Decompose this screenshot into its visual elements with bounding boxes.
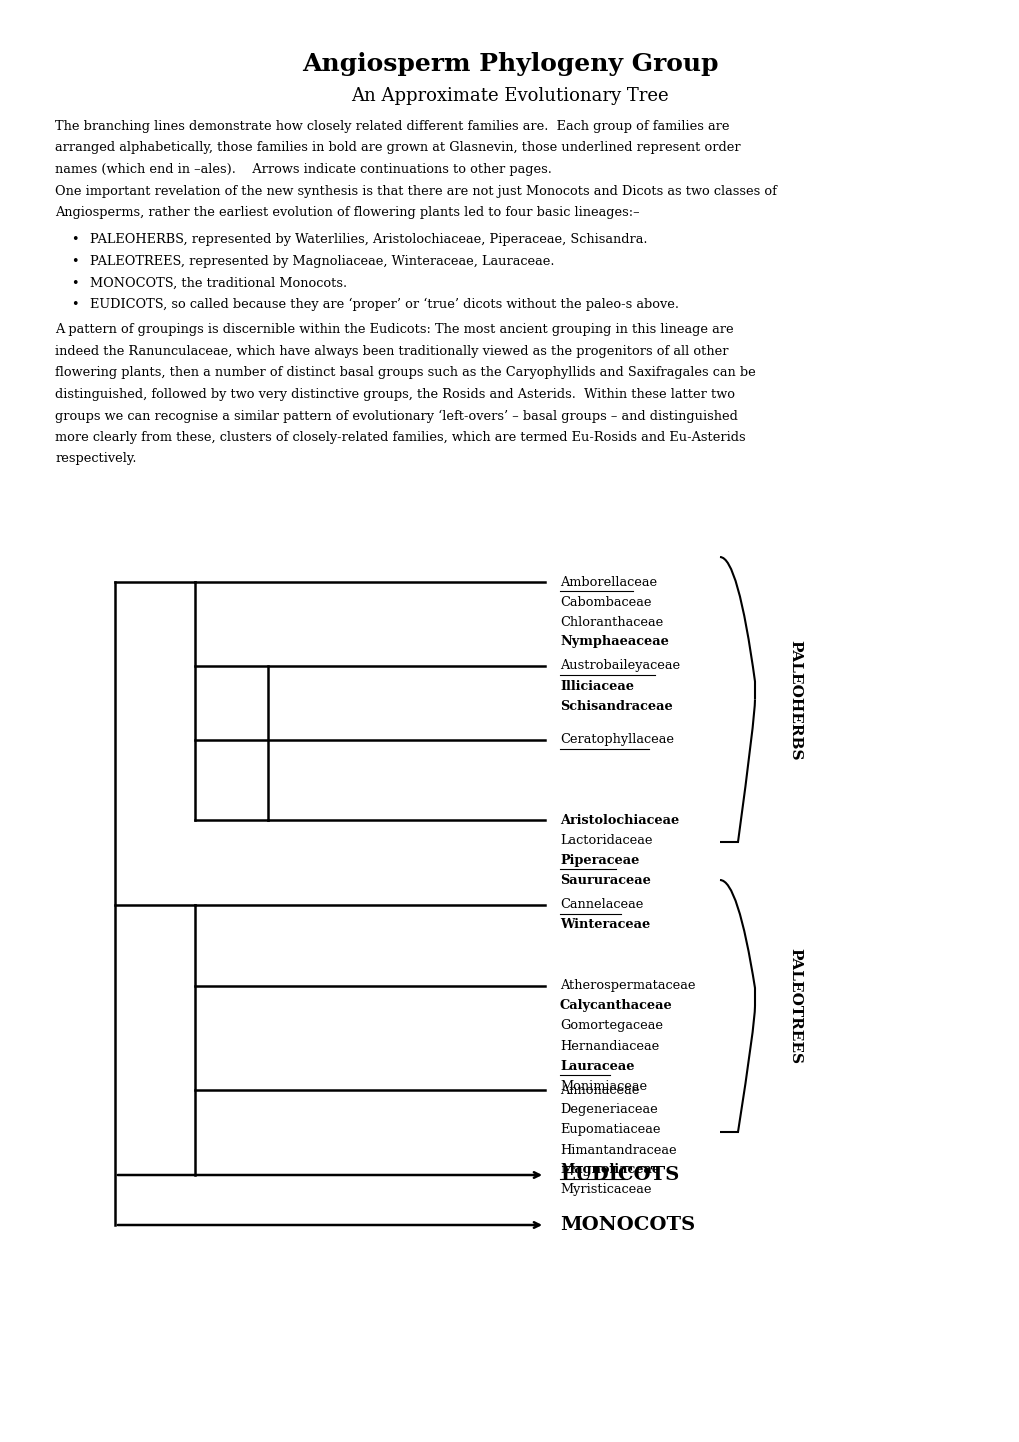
Text: Monimiaceae: Monimiaceae — [559, 1080, 646, 1093]
Text: •: • — [71, 277, 78, 290]
Text: One important revelation of the new synthesis is that there are not just Monocot: One important revelation of the new synt… — [55, 185, 776, 198]
Text: respectively.: respectively. — [55, 453, 137, 466]
Text: Lauraceae: Lauraceae — [559, 1060, 634, 1073]
Text: PALEOHERBS: PALEOHERBS — [788, 640, 801, 760]
Text: Piperaceae: Piperaceae — [559, 854, 639, 867]
Text: Chloranthaceae: Chloranthaceae — [559, 616, 662, 629]
Text: Angiosperms, rather the earliest evolution of flowering plants led to four basic: Angiosperms, rather the earliest evoluti… — [55, 206, 639, 219]
Text: distinguished, followed by two very distinctive groups, the Rosids and Asterids.: distinguished, followed by two very dist… — [55, 388, 735, 401]
Text: indeed the Ranunculaceae, which have always been traditionally viewed as the pro: indeed the Ranunculaceae, which have alw… — [55, 345, 728, 358]
Text: more clearly from these, clusters of closely-related families, which are termed : more clearly from these, clusters of clo… — [55, 431, 745, 444]
Text: Hernandiaceae: Hernandiaceae — [559, 1040, 658, 1053]
Text: Eupomatiaceae: Eupomatiaceae — [559, 1123, 660, 1136]
Text: EUDICOTS, so called because they are ‘proper’ or ‘true’ dicots without the paleo: EUDICOTS, so called because they are ‘pr… — [90, 298, 679, 311]
Text: Amborellaceae: Amborellaceae — [559, 575, 656, 588]
Text: Schisandraceae: Schisandraceae — [559, 699, 673, 712]
Text: Nymphaeaceae: Nymphaeaceae — [559, 636, 668, 649]
Text: MONOCOTS: MONOCOTS — [559, 1216, 694, 1234]
Text: Winteraceae: Winteraceae — [559, 919, 650, 932]
Text: •: • — [71, 255, 78, 268]
Text: groups we can recognise a similar pattern of evolutionary ‘left-overs’ – basal g: groups we can recognise a similar patter… — [55, 410, 737, 423]
Text: Cabombaceae: Cabombaceae — [559, 596, 651, 609]
Text: Angiosperm Phylogeny Group: Angiosperm Phylogeny Group — [302, 52, 717, 76]
Text: MONOCOTS, the traditional Monocots.: MONOCOTS, the traditional Monocots. — [90, 277, 346, 290]
Text: Cannelaceae: Cannelaceae — [559, 898, 643, 911]
Text: Atherospermataceae: Atherospermataceae — [559, 979, 695, 992]
Text: Lactoridaceae: Lactoridaceae — [559, 833, 652, 846]
Text: Saururaceae: Saururaceae — [559, 874, 650, 887]
Text: •: • — [71, 234, 78, 247]
Text: names (which end in –ales).    Arrows indicate continuations to other pages.: names (which end in –ales). Arrows indic… — [55, 163, 551, 176]
Text: Magnoliaceae: Magnoliaceae — [559, 1164, 659, 1177]
Text: Austrobaileyaceae: Austrobaileyaceae — [559, 659, 680, 672]
Text: Annonaceae: Annonaceae — [559, 1083, 639, 1096]
Text: Degeneriaceae: Degeneriaceae — [559, 1103, 657, 1116]
Text: An Approximate Evolutionary Tree: An Approximate Evolutionary Tree — [351, 87, 668, 105]
Text: Aristolochiaceae: Aristolochiaceae — [559, 813, 679, 826]
Text: A pattern of groupings is discernible within the Eudicots: The most ancient grou: A pattern of groupings is discernible wi… — [55, 323, 733, 336]
Text: Calycanthaceae: Calycanthaceae — [559, 999, 673, 1012]
Text: •: • — [71, 298, 78, 311]
Text: arranged alphabetically, those families in bold are grown at Glasnevin, those un: arranged alphabetically, those families … — [55, 141, 740, 154]
Text: flowering plants, then a number of distinct basal groups such as the Caryophylli: flowering plants, then a number of disti… — [55, 366, 755, 379]
Text: PALEOHERBS, represented by Waterlilies, Aristolochiaceae, Piperaceae, Schisandra: PALEOHERBS, represented by Waterlilies, … — [90, 234, 647, 247]
Text: PALEOTREES: PALEOTREES — [788, 947, 801, 1064]
Text: Myristicaceae: Myristicaceae — [559, 1184, 651, 1197]
Text: EUDICOTS: EUDICOTS — [559, 1167, 679, 1184]
Text: Ceratophyllaceae: Ceratophyllaceae — [559, 734, 674, 747]
Text: PALEOTREES, represented by Magnoliaceae, Winteraceae, Lauraceae.: PALEOTREES, represented by Magnoliaceae,… — [90, 255, 554, 268]
Text: Illiciaceae: Illiciaceae — [559, 679, 634, 692]
Text: The branching lines demonstrate how closely related different families are.  Eac: The branching lines demonstrate how clos… — [55, 120, 729, 133]
Text: Gomortegaceae: Gomortegaceae — [559, 1019, 662, 1032]
Text: Himantandraceae: Himantandraceae — [559, 1144, 676, 1156]
